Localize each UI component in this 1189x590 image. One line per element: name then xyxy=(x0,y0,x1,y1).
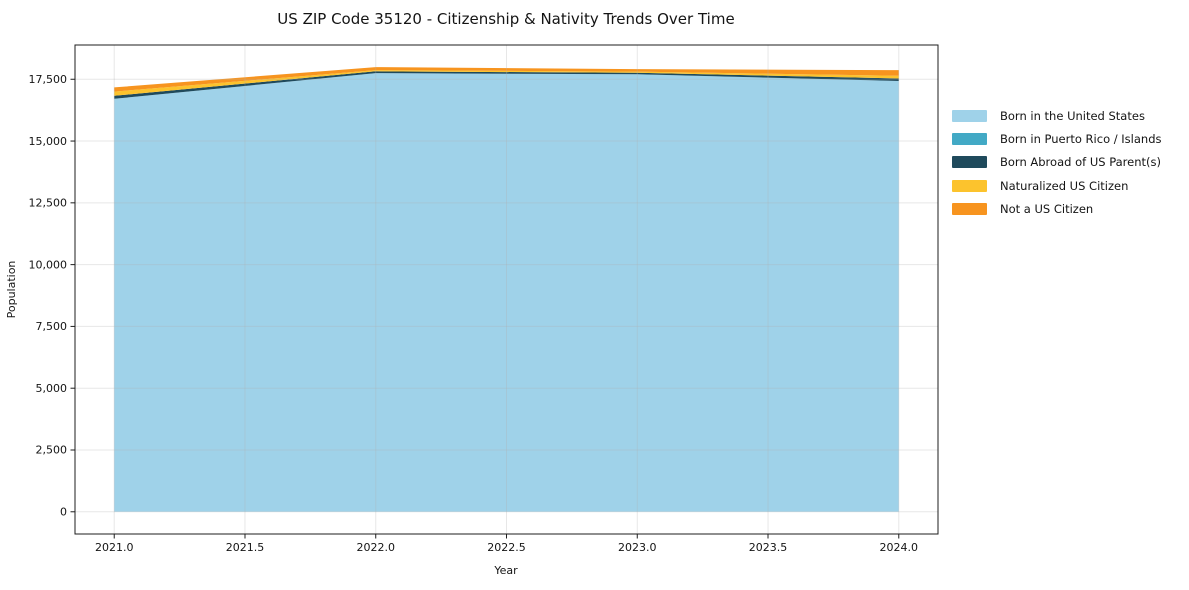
legend-label: Born in the United States xyxy=(1000,108,1145,123)
axis-ticks xyxy=(70,78,900,539)
legend-swatch-puerto-rico xyxy=(952,132,987,145)
y-tick-label: 17,500 xyxy=(29,73,68,86)
legend-label: Born in Puerto Rico / Islands xyxy=(1000,131,1162,146)
legend-swatch-naturalized xyxy=(952,179,987,192)
y-tick-label: 10,000 xyxy=(29,258,68,271)
x-tick-label: 2023.5 xyxy=(749,541,788,554)
y-tick-label: 5,000 xyxy=(36,382,68,395)
x-axis-label: Year xyxy=(493,564,518,577)
x-tick-label: 2024.0 xyxy=(880,541,919,554)
legend-item: Naturalized US Citizen xyxy=(952,174,1162,197)
legend-label: Not a US Citizen xyxy=(1000,201,1094,216)
area-series-3 xyxy=(114,70,899,96)
area-series-2 xyxy=(114,71,899,99)
chart-legend: Born in the United States Born in Puerto… xyxy=(952,104,1162,220)
legend-swatch-born-in-us xyxy=(952,109,987,122)
gridlines xyxy=(75,45,938,534)
x-tick-label: 2022.5 xyxy=(487,541,526,554)
x-tick-label: 2021.0 xyxy=(95,541,134,554)
legend-swatch-born-abroad xyxy=(952,156,987,169)
x-tick-label: 2022.0 xyxy=(356,541,395,554)
area-series-0 xyxy=(114,73,899,512)
y-axis-label: Population xyxy=(5,261,18,319)
legend-item: Not a US Citizen xyxy=(952,197,1162,220)
legend-swatch-not-citizen xyxy=(952,202,987,215)
y-tick-label: 15,000 xyxy=(29,135,68,148)
legend-label: Naturalized US Citizen xyxy=(1000,178,1129,193)
stacked-areas xyxy=(114,67,899,512)
legend-item: Born in the United States xyxy=(952,104,1162,127)
y-tick-label: 2,500 xyxy=(36,444,68,457)
y-tick-label: 7,500 xyxy=(36,320,68,333)
tick-labels: 2021.0 2021.5 2022.0 2022.5 2023.0 2023.5 2024… xyxy=(29,73,919,554)
legend-item: Born Abroad of US Parent(s) xyxy=(952,151,1162,174)
legend-label: Born Abroad of US Parent(s) xyxy=(1000,155,1161,170)
legend-item: Born in Puerto Rico / Islands xyxy=(952,127,1162,150)
chart-title: US ZIP Code 35120 - Citizenship & Nativi… xyxy=(277,10,734,28)
area-series-4 xyxy=(114,67,899,92)
x-tick-label: 2021.5 xyxy=(226,541,265,554)
y-tick-label: 0 xyxy=(60,506,67,519)
y-tick-label: 12,500 xyxy=(29,197,68,210)
x-tick-label: 2023.0 xyxy=(618,541,657,554)
